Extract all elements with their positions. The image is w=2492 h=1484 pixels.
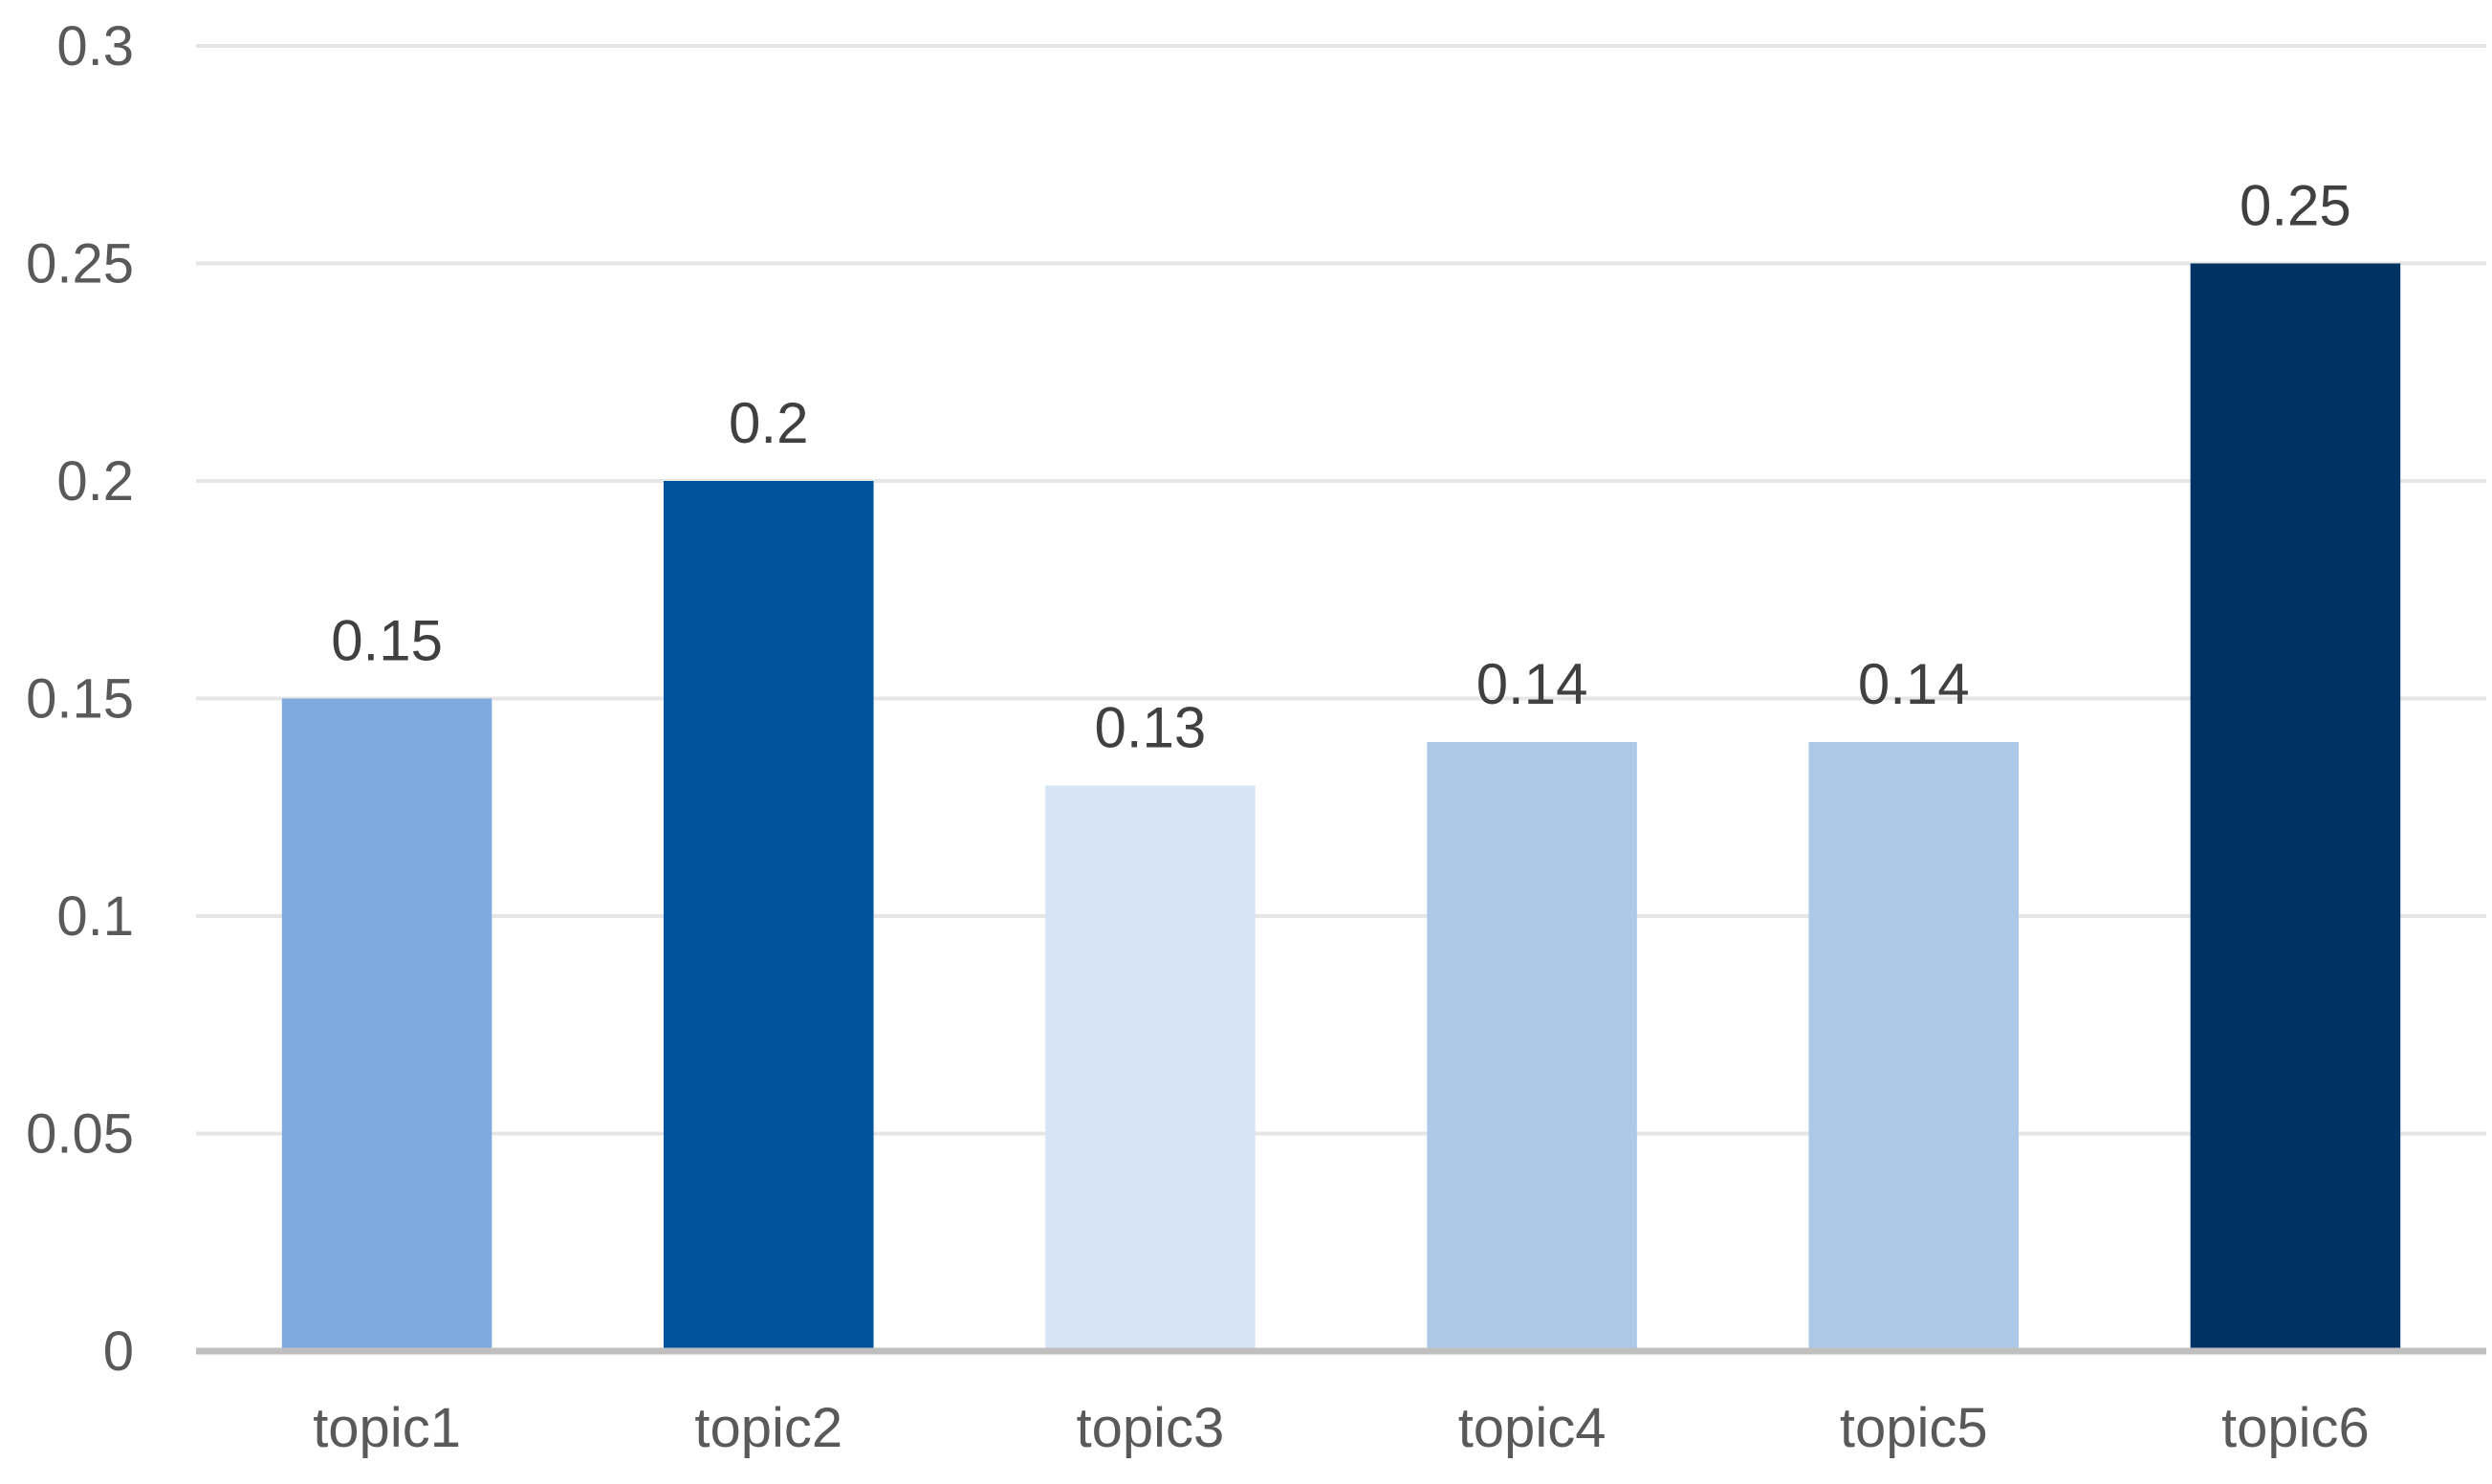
bar-topic4 [1427, 742, 1637, 1351]
data-label-topic6: 0.25 [2240, 174, 2351, 238]
x-category-label-topic2: topic2 [694, 1397, 842, 1459]
bar-topic6 [2190, 263, 2401, 1351]
data-label-topic4: 0.14 [1476, 652, 1588, 716]
data-label-topic1: 0.15 [331, 609, 443, 673]
bar-topic2 [663, 481, 874, 1351]
x-category-label-topic3: topic3 [1077, 1397, 1225, 1459]
data-labels: 0.15 0.2 0.13 0.14 0.14 0.25 [331, 174, 2351, 760]
x-category-label-topic5: topic5 [1840, 1397, 1988, 1459]
bar-topic3 [1045, 785, 1256, 1351]
y-tick-label: 0 [103, 1320, 134, 1383]
x-axis-categories: topic1 topic2 topic3 topic4 topic5 topic6 [313, 1397, 2370, 1459]
bars [281, 263, 2401, 1351]
data-label-topic5: 0.14 [1858, 652, 1970, 716]
data-label-topic2: 0.2 [729, 391, 808, 455]
x-category-label-topic4: topic4 [1458, 1397, 1607, 1459]
data-label-topic3: 0.13 [1095, 696, 1207, 760]
y-tick-label: 0.2 [56, 450, 134, 513]
y-axis-ticks: 0 0.05 0.1 0.15 0.2 0.25 0.3 [26, 15, 134, 1383]
x-category-label-topic1: topic1 [313, 1397, 461, 1459]
y-tick-label: 0.05 [26, 1103, 134, 1166]
y-tick-label: 0.15 [26, 668, 134, 731]
y-tick-label: 0.3 [56, 15, 134, 77]
y-tick-label: 0.1 [56, 885, 134, 948]
y-tick-label: 0.25 [26, 233, 134, 295]
x-category-label-topic6: topic6 [2221, 1397, 2370, 1459]
gridlines [196, 44, 2486, 1136]
bar-topic1 [281, 698, 492, 1351]
bar-topic5 [1808, 742, 2020, 1351]
